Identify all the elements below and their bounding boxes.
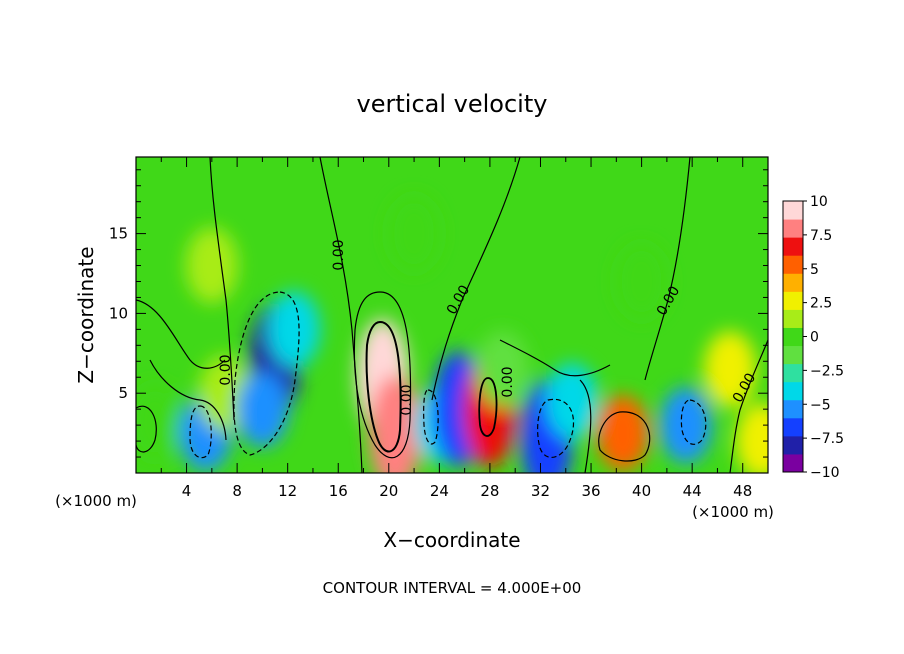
velocity-cell xyxy=(704,331,757,408)
positive-contour xyxy=(478,377,498,437)
chart-title: vertical velocity xyxy=(357,90,548,118)
colorbar-tick-label: 0 xyxy=(810,330,819,346)
zero-contour-line xyxy=(729,339,768,473)
velocity-cell xyxy=(615,243,668,320)
colorbar-swatch xyxy=(783,291,803,310)
y-tick-label: 5 xyxy=(118,384,128,402)
colorbar-swatch xyxy=(783,219,803,238)
velocity-cell xyxy=(476,331,529,408)
x-tick-label: 32 xyxy=(531,482,550,500)
x-unit-left: (×1000 m) xyxy=(55,492,137,510)
zero-contour-line xyxy=(209,157,235,421)
colorbar-tick-label: 7.5 xyxy=(810,228,832,244)
x-tick-label: 48 xyxy=(733,482,752,500)
zero-contour-line xyxy=(136,299,226,369)
contour-label: 0.00 xyxy=(399,384,415,415)
zero-contour-line xyxy=(644,157,691,381)
heatmap-field: 0.000.000.00 0.000.000.000.00 xyxy=(136,157,768,473)
velocity-cell xyxy=(659,387,712,464)
plot-frame xyxy=(135,156,769,474)
y-tick-label: 10 xyxy=(109,304,128,322)
negative-contour xyxy=(423,389,439,445)
positive-contour xyxy=(598,411,651,462)
colorbar-swatch xyxy=(783,417,803,437)
contour-label: 0.00 xyxy=(500,366,516,397)
x-tick-label: 44 xyxy=(683,482,702,500)
zero-contour-line xyxy=(579,379,592,473)
colorbar-swatch xyxy=(783,399,803,419)
velocity-cell xyxy=(735,403,768,473)
colorbar-swatch xyxy=(783,327,803,347)
colorbar-tick-label: 10 xyxy=(810,194,828,210)
positive-contour xyxy=(136,405,157,453)
colorbar-tick-label: 2.5 xyxy=(810,296,832,312)
positive-contour xyxy=(353,291,412,459)
negative-contour xyxy=(233,291,300,456)
colorbar-tick-label: −5 xyxy=(810,397,831,413)
colorbar-swatch xyxy=(783,453,803,473)
colorbar: 10 7.5 5 2.5 0 −2.5 −5 −7.5 −10 xyxy=(782,194,844,481)
y-axis: 5 10 15 xyxy=(109,169,768,458)
zero-contour-line xyxy=(431,157,521,401)
x-tick-label: 36 xyxy=(581,482,600,500)
colorbar-swatch xyxy=(783,381,803,401)
colorbar-swatch xyxy=(783,273,803,292)
zero-contour-line xyxy=(499,339,611,377)
colorbar-swatch xyxy=(783,363,803,383)
x-tick-label: 12 xyxy=(278,482,297,500)
contour-label: 0.00 xyxy=(218,354,234,385)
x-tick-label: 24 xyxy=(430,482,449,500)
x-tick-label: 16 xyxy=(329,482,348,500)
x-unit-right: (×1000 m) xyxy=(692,503,774,521)
colorbar-tick-label: −7.5 xyxy=(810,431,844,447)
colorbar-swatch xyxy=(783,255,803,274)
colorbar-tick-label: −2.5 xyxy=(810,363,844,379)
velocity-cell xyxy=(185,227,238,304)
x-tick-label: 20 xyxy=(379,482,398,500)
colorbar-swatch xyxy=(783,309,803,328)
colorbar-swatch xyxy=(783,345,803,365)
colorbar-swatch xyxy=(783,201,803,220)
contour-interval-note: CONTOUR INTERVAL = 4.000E+00 xyxy=(323,579,582,597)
y-tick-label: 15 xyxy=(109,225,128,243)
zero-contour-line xyxy=(319,157,363,473)
negative-contour xyxy=(537,398,575,458)
velocity-cell xyxy=(596,395,649,472)
colorbar-tick-label: −10 xyxy=(810,465,840,481)
colorbar-swatch xyxy=(783,237,803,256)
x-tick-label: 4 xyxy=(182,482,192,500)
velocity-cell xyxy=(136,383,181,460)
velocity-cell xyxy=(546,363,599,440)
colorbar-swatch xyxy=(783,435,803,455)
x-axis: 4 8 12 16 20 24 28 32 36 40 44 48 xyxy=(160,157,752,500)
zero-contour-line xyxy=(149,359,227,441)
x-tick-label: 40 xyxy=(632,482,651,500)
x-axis-label: X−coordinate xyxy=(383,528,520,552)
velocity-cell xyxy=(268,291,320,368)
positive-contour xyxy=(365,320,402,453)
x-tick-label: 8 xyxy=(232,482,242,500)
x-tick-label: 28 xyxy=(480,482,499,500)
y-axis-label: Z−coordinate xyxy=(74,246,98,383)
negative-contour xyxy=(680,399,707,445)
contour-label: 0.00 xyxy=(331,239,347,270)
velocity-cell xyxy=(236,371,289,448)
colorbar-tick-label: 5 xyxy=(810,262,819,278)
negative-contour xyxy=(189,405,212,459)
velocity-cell xyxy=(388,195,441,272)
